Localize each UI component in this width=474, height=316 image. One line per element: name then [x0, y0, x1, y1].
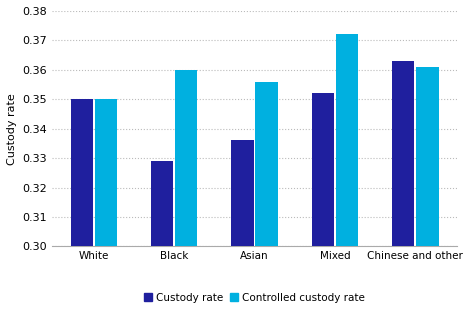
Bar — [175, 70, 198, 316]
Bar — [392, 61, 414, 316]
Bar — [336, 34, 358, 316]
Bar — [71, 99, 93, 316]
Bar — [231, 141, 254, 316]
Bar — [311, 94, 334, 316]
Bar — [416, 67, 438, 316]
Legend: Custody rate, Controlled custody rate: Custody rate, Controlled custody rate — [140, 289, 369, 307]
Bar — [151, 161, 173, 316]
Y-axis label: Custody rate: Custody rate — [7, 93, 17, 165]
Bar — [255, 82, 278, 316]
Bar — [95, 99, 117, 316]
